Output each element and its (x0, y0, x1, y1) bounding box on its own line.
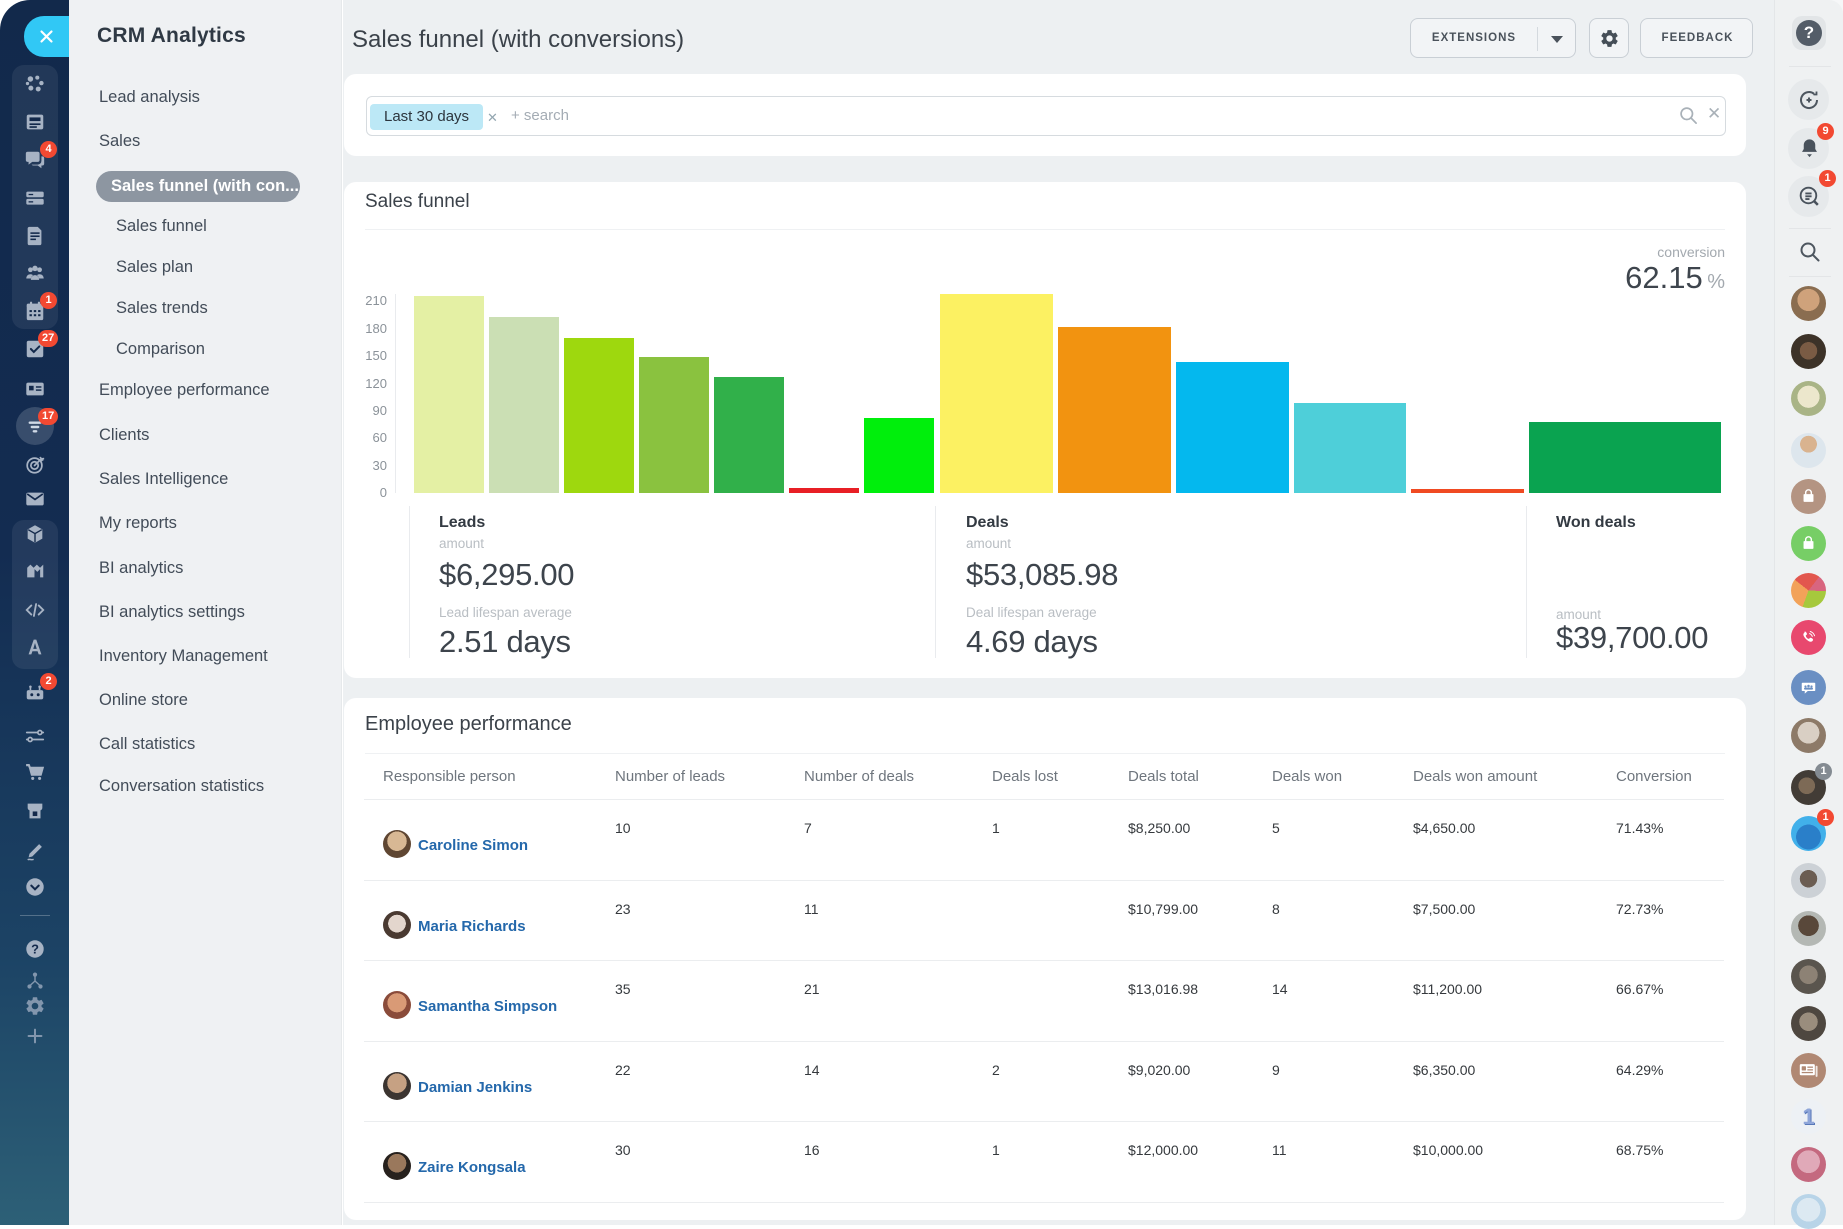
svg-text:?: ? (31, 942, 39, 957)
